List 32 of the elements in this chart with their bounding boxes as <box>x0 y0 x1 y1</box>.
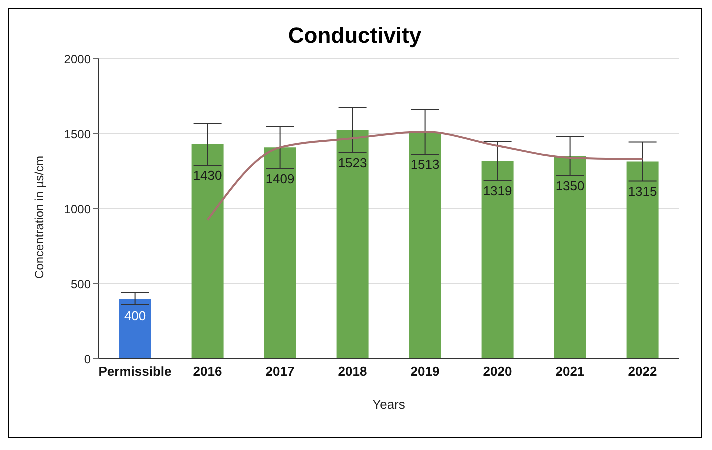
y-tick-label: 500 <box>70 277 92 292</box>
bar <box>482 161 514 359</box>
bar <box>409 132 442 359</box>
data-label: 1315 <box>628 184 658 199</box>
y-tick-label: 2000 <box>64 52 92 66</box>
data-label: 1430 <box>193 168 222 184</box>
chart-title: Conductivity <box>287 23 423 49</box>
x-axis-title: Years <box>372 397 406 412</box>
bar <box>119 299 152 359</box>
x-tick-label: 2017 <box>266 364 295 380</box>
bar <box>264 148 296 359</box>
y-tick-label: 1000 <box>64 202 92 216</box>
x-tick-label: 2018 <box>338 364 368 380</box>
data-label: 1319 <box>483 183 512 198</box>
bar <box>554 156 586 359</box>
y-axis-title: Concentration in µs/cm <box>32 156 46 279</box>
bar <box>192 144 224 359</box>
bar <box>626 162 659 359</box>
y-tick-label: 0 <box>84 352 92 366</box>
x-tick-label: Permissible <box>98 364 172 380</box>
data-label: 400 <box>124 308 146 324</box>
x-tick-label: 2019 <box>410 364 440 380</box>
data-label: 1513 <box>410 157 440 172</box>
data-label: 1523 <box>338 156 368 171</box>
x-tick-label: 2021 <box>556 364 585 380</box>
data-label: 1350 <box>556 178 585 194</box>
x-tick-label: 2020 <box>483 364 512 380</box>
x-tick-label: 2022 <box>628 364 658 380</box>
x-tick-label: 2016 <box>193 364 222 380</box>
data-label: 1409 <box>266 171 295 186</box>
y-tick-label: 1500 <box>64 127 92 142</box>
bar <box>336 130 369 359</box>
